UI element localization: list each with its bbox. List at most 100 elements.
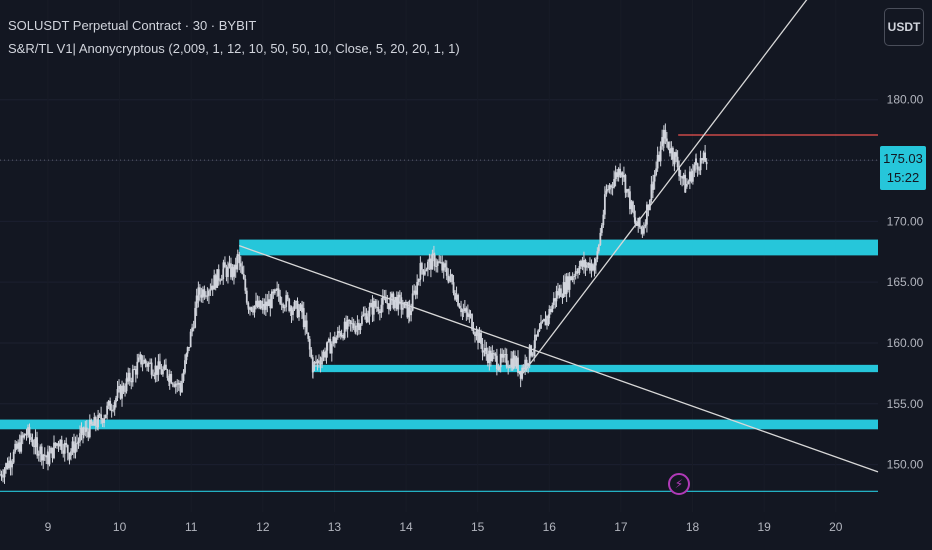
candle-body	[217, 269, 220, 281]
candle-body	[267, 299, 270, 307]
candle-body	[358, 322, 360, 331]
candle-body	[438, 261, 441, 263]
candle-body	[667, 141, 670, 149]
candle-body	[691, 170, 694, 182]
x-tick-label: 9	[45, 520, 52, 534]
candle-body	[676, 156, 679, 168]
candle-body	[561, 297, 564, 299]
candle-body	[428, 258, 431, 262]
candle-body	[188, 347, 191, 349]
candle-body	[670, 147, 673, 154]
x-tick-label: 14	[399, 520, 413, 534]
candle-body	[408, 307, 411, 316]
candle-body	[367, 316, 369, 323]
candle-body	[310, 349, 313, 358]
candle-body	[483, 348, 486, 352]
candle-body	[3, 469, 6, 478]
candle-body	[510, 358, 513, 368]
candle-body	[533, 348, 536, 354]
candle-body	[540, 322, 542, 329]
y-tick-label: 155.00	[887, 397, 924, 411]
candle-body	[304, 320, 307, 328]
lightning-icon[interactable]: ⚡︎	[668, 473, 690, 495]
currency-button[interactable]: USDT	[884, 8, 924, 46]
candle-body	[678, 167, 681, 177]
candle-body	[109, 400, 112, 411]
candle-body	[264, 301, 267, 310]
candle-body	[524, 359, 527, 370]
candle-body	[222, 262, 225, 270]
candle-body	[150, 362, 153, 375]
candle-body	[647, 204, 650, 211]
candle-body	[439, 262, 442, 264]
candle-body	[269, 299, 272, 309]
candle-body	[650, 184, 653, 200]
candle-body	[94, 417, 97, 426]
candle-body	[629, 191, 631, 210]
candle-body	[336, 331, 339, 338]
candle-body	[144, 359, 147, 364]
candle-body	[454, 293, 456, 300]
candle-body	[390, 293, 393, 298]
candle-body	[159, 361, 161, 370]
candle-body	[573, 276, 576, 278]
candle-body	[288, 298, 291, 311]
candle-body	[515, 357, 518, 367]
candle-body	[50, 447, 52, 454]
candle-body	[603, 194, 606, 215]
candle-body	[659, 146, 662, 162]
candle-body	[420, 263, 423, 270]
x-tick-label: 10	[113, 520, 127, 534]
candle-body	[239, 263, 242, 267]
candle-body	[198, 287, 201, 295]
candle-body	[365, 313, 368, 323]
candle-body	[18, 442, 21, 452]
candle-body	[233, 264, 236, 277]
candle-body	[37, 453, 40, 456]
candle-body	[387, 303, 390, 310]
candle-body	[356, 322, 359, 328]
candle-body	[6, 463, 9, 469]
candle-body	[90, 420, 93, 425]
candle-body	[652, 181, 655, 190]
candle-body	[298, 309, 300, 318]
candle-body	[149, 362, 152, 364]
candle-body	[194, 308, 197, 328]
candle-body	[423, 271, 426, 275]
candle-body	[374, 300, 377, 307]
candle-body	[140, 354, 142, 365]
candle-body	[475, 330, 478, 337]
candle-body	[5, 463, 7, 470]
candle-body	[253, 305, 256, 313]
candle-body	[592, 264, 594, 271]
candle-body	[514, 355, 516, 367]
candle-body	[568, 276, 571, 290]
candle-body	[433, 253, 435, 255]
candle-body	[247, 307, 250, 310]
candle-body	[410, 310, 413, 316]
candle-body	[270, 291, 273, 309]
y-tick-label: 165.00	[887, 275, 924, 289]
candle-body	[630, 201, 633, 210]
candle-body	[110, 409, 113, 411]
y-tick-label: 170.00	[887, 214, 924, 228]
candle-body	[292, 309, 294, 315]
indicator-title[interactable]: S&R/TL V1| Anonycryptous (2,009, 1, 12, …	[8, 41, 460, 56]
candle-body	[162, 369, 164, 375]
candle-body	[125, 378, 128, 382]
candle-body	[204, 295, 207, 297]
candle-body	[675, 152, 678, 157]
candle-body	[702, 152, 705, 161]
x-tick-label: 15	[471, 520, 485, 534]
candle-body	[605, 190, 608, 195]
symbol-title[interactable]: SOLUSDT Perpetual Contract · 30 · BYBIT	[8, 18, 257, 33]
candle-body	[480, 332, 482, 345]
candle-body	[400, 297, 403, 310]
candle-body	[174, 383, 177, 387]
x-tick-label: 16	[543, 520, 557, 534]
candle-body	[208, 290, 210, 296]
candle-body	[584, 260, 587, 268]
candle-body	[498, 367, 501, 370]
candle-body	[377, 306, 380, 312]
